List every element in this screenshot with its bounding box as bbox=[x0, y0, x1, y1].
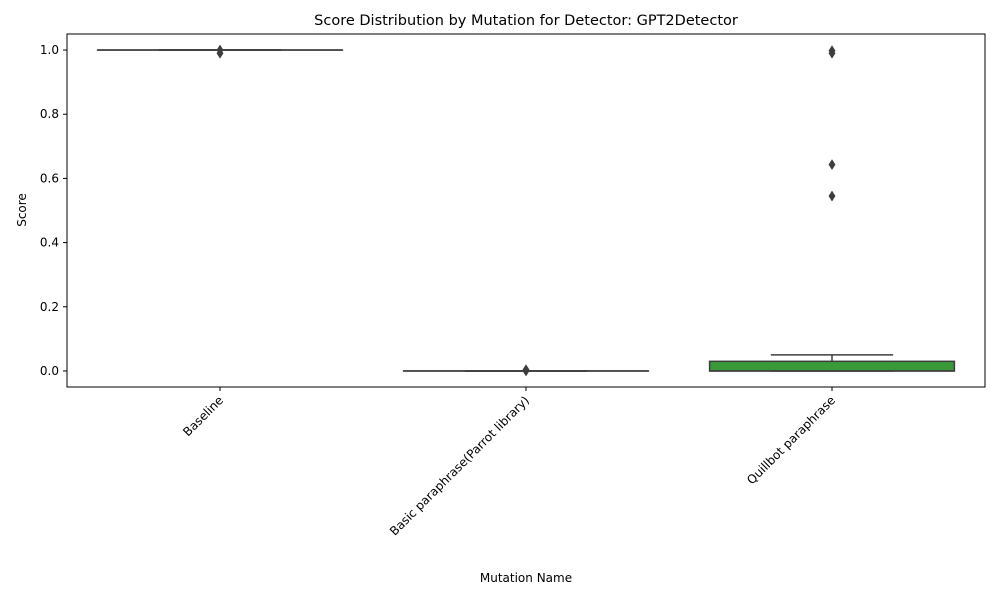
y-tick-label: 0.6 bbox=[40, 171, 59, 185]
y-tick-label: 0.4 bbox=[40, 236, 59, 250]
x-axis-label: Mutation Name bbox=[480, 571, 572, 585]
chart-title: Score Distribution by Mutation for Detec… bbox=[314, 13, 738, 29]
outlier-point bbox=[828, 190, 836, 202]
y-axis-label: Score bbox=[15, 193, 29, 227]
box-iqr bbox=[708, 360, 956, 372]
y-tick-label: 0.0 bbox=[40, 364, 59, 378]
x-axis: Baseline Basic paraphrase(Parrot library)… bbox=[180, 387, 838, 538]
x-tick-label: Quillbot paraphrase bbox=[744, 393, 838, 487]
y-tick-label: 0.8 bbox=[40, 107, 59, 121]
y-axis: 0.0 0.2 0.4 0.6 0.8 1.0 bbox=[40, 43, 67, 378]
outlier-point bbox=[828, 159, 836, 171]
plot-area bbox=[96, 44, 956, 377]
outlier-point bbox=[828, 45, 836, 57]
outlier-point bbox=[216, 44, 224, 56]
plot-frame bbox=[66, 33, 986, 388]
box-group bbox=[96, 44, 344, 59]
y-tick-label: 1.0 bbox=[40, 43, 59, 57]
outlier-point bbox=[522, 364, 530, 376]
x-tick-label: Baseline bbox=[180, 393, 226, 439]
box-group bbox=[708, 45, 956, 372]
box-group bbox=[402, 364, 650, 377]
x-tick-label: Basic paraphrase(Parrot library) bbox=[387, 393, 532, 538]
y-tick-label: 0.2 bbox=[40, 300, 59, 314]
